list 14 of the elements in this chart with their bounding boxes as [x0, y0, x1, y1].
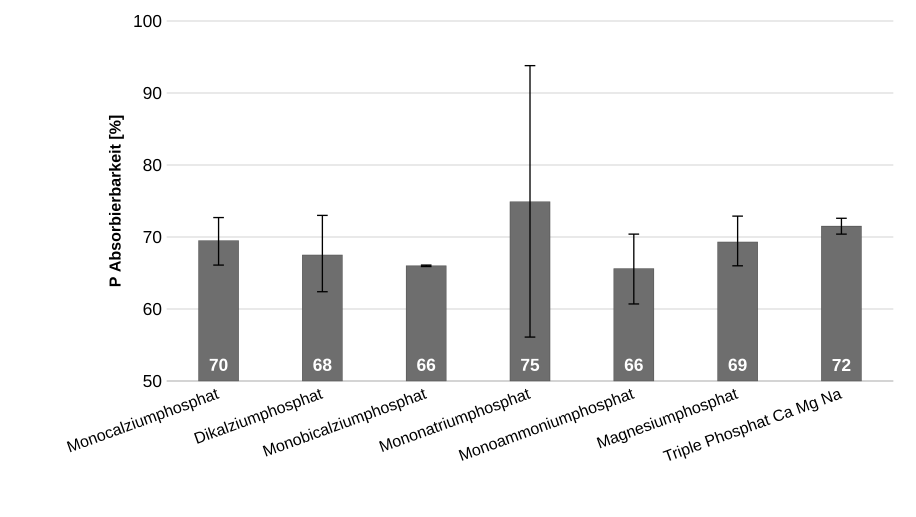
data-label: 75	[521, 358, 540, 371]
y-tick-label: 60	[144, 302, 162, 316]
y-tick-label: 90	[143, 86, 162, 100]
data-label: 69	[728, 358, 747, 371]
data-label: 66	[624, 358, 643, 371]
y-axis-title: P Absorbierbarkeit [%]	[108, 116, 124, 286]
data-label: 68	[313, 358, 332, 371]
y-tick-label: 50	[143, 374, 162, 388]
y-tick-label: 80	[143, 158, 162, 172]
data-label: 72	[832, 358, 850, 371]
y-tick-label: 70	[144, 230, 162, 244]
y-tick-label: 100	[134, 14, 162, 28]
data-label: 66	[417, 358, 436, 371]
data-label: 70	[210, 358, 228, 371]
